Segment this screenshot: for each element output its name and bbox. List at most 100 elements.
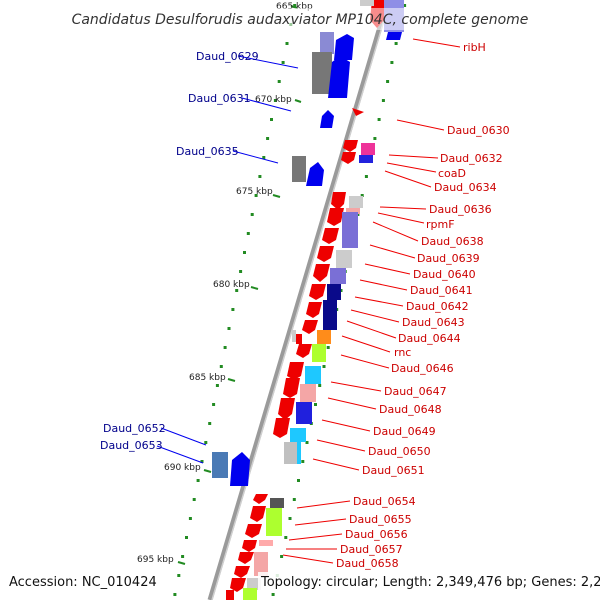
tick-dot [208,422,212,425]
gene-label-daud-0632: Daud_0632 [440,152,503,165]
right-labels: ribH Daud_0630 Daud_0632 coaD Daud_0634 … [336,41,510,570]
tick-dot [200,460,204,463]
accession-text: Accession: NC_010424 [9,575,157,590]
gene-block [259,540,273,546]
tick-dot [246,232,250,235]
gene-label-daud-0640: Daud_0640 [413,268,476,281]
tick-dot [305,441,309,444]
gene-arrow-reverse [283,378,300,398]
gene-arrow-forward [334,34,354,60]
gene-block [330,268,346,284]
tick-dot [204,441,208,444]
title-bar: Candidatus Desulforudis audaxviator MP10… [70,8,530,30]
tick-dot [254,194,258,197]
gene-block [296,334,302,344]
kbp-tick [290,5,298,9]
tick-dot [196,479,200,482]
gene-block [336,250,352,268]
tick-dot [262,156,266,159]
gene-label-daud-0654: Daud_0654 [353,495,416,508]
gene-label-daud-0658: Daud_0658 [336,557,399,570]
gene-arrow-reverse [341,152,356,164]
gene-block [300,384,316,402]
gene-label-daud-0656: Daud_0656 [345,528,408,541]
gene-block [312,52,332,94]
gene-label-daud-0650: Daud_0650 [368,445,431,458]
tick-dot [285,42,289,45]
kbp-label: 670 kbp [255,95,292,105]
gene-label-daud-0653: Daud_0653 [100,439,163,452]
tick-dot [266,137,270,140]
gene-label-daud-0639: Daud_0639 [417,252,480,265]
gene-arrow-forward [230,452,250,486]
tick-dot [215,384,219,387]
tick-dot [284,536,288,539]
gene-label-daud-0643: Daud_0643 [402,316,465,329]
tick-dot [360,194,364,197]
tick-dot [377,118,381,121]
gene-block [292,330,296,342]
gene-label-daud-0629: Daud_0629 [196,50,259,63]
gene-label-daud-0648: Daud_0648 [379,403,442,416]
gene-block [327,284,341,300]
gene-block [243,588,257,600]
gene-block [290,428,306,442]
kbp-label: 665 kbp [276,2,313,12]
tick-dot [192,498,196,501]
tick-dot [364,175,368,178]
tick-dot [292,498,296,501]
genome-backbone [207,0,391,600]
tick-dot [297,479,300,482]
gene-block [305,366,321,384]
gene-arrow-reverse [322,228,339,244]
gene-arrow-reverse [242,540,257,552]
kbp-tick [177,561,186,565]
gene-block [320,32,334,54]
tick-dot [373,137,377,140]
tick-dot [288,517,292,520]
tick-dot [281,61,285,64]
tick-dot [390,61,394,64]
kbp-label: 675 kbp [236,187,273,197]
gene-arrow-reverse [234,566,250,578]
kbp-label: 690 kbp [164,463,201,473]
gene-label-daud-0638: Daud_0638 [421,235,484,248]
gene-label-daud-0647: Daud_0647 [384,385,447,398]
gene-label-coad: coaD [438,167,466,180]
gene-arrow-reverse [253,494,268,504]
gene-block [312,344,326,362]
gene-block [284,442,298,464]
tick-dot [271,593,275,596]
gene-label-daud-0657: Daud_0657 [340,543,403,556]
tick-dot [223,346,227,349]
tick-dot [394,42,398,45]
tick-dot [243,251,246,254]
tick-dot [322,365,326,368]
tick-dot [258,175,262,178]
gene-label-daud-0646: Daud_0646 [391,362,454,375]
gene-block [342,212,358,248]
gene-arrow-reverse [327,208,344,226]
gene-block [254,552,268,576]
gene-arrow-reverse [309,284,326,300]
tick-dot [386,80,390,83]
kbp-scale: 665 kbp 670 kbp 675 kbp 680 kbp 685 kbp … [137,2,313,565]
gene-label-daud-0644: Daud_0644 [398,332,461,345]
gene-arrow-reverse [245,524,262,538]
gene-label-daud-0655: Daud_0655 [349,513,412,526]
tick-dot [212,403,216,406]
gene-block [297,442,301,464]
gene-block [360,0,374,6]
gene-label-daud-0634: Daud_0634 [434,181,497,194]
gene-label-daud-0642: Daud_0642 [406,300,469,313]
tick-dot [301,460,305,463]
gene-arrow-reverse [278,398,295,420]
gene-arrow-reverse [296,344,312,358]
gene-features [212,0,404,600]
gene-arrow-reverse [313,264,330,282]
kbp-label: 695 kbp [137,555,174,565]
gene-block [247,578,261,590]
gene-block [361,143,375,155]
gene-arrow-reverse [287,362,304,380]
